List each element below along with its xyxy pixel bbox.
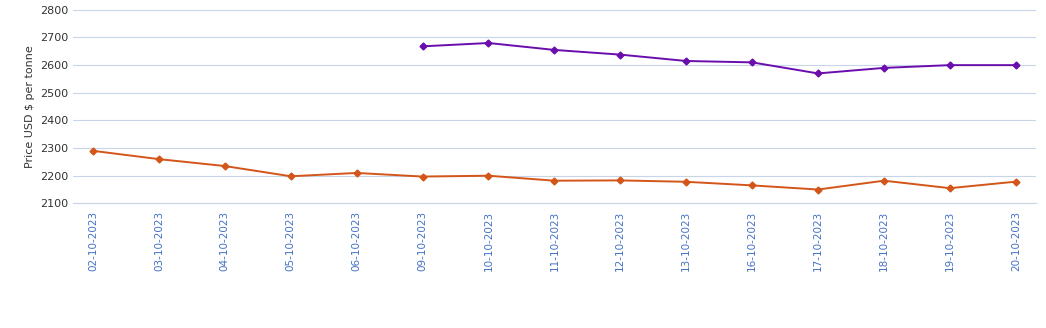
Y-axis label: Price USD $ per tonne: Price USD $ per tonne xyxy=(24,45,35,168)
